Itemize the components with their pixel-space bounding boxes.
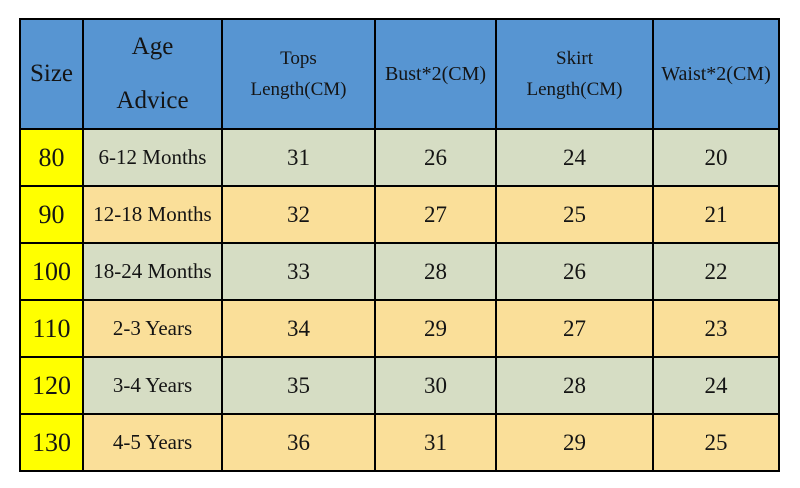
waist-cell: 25 — [652, 413, 780, 472]
table-header-row: Size Age Advice Tops Length(CM) Bust*2(C… — [19, 18, 780, 130]
waist-cell: 20 — [652, 128, 780, 187]
size-cell: 80 — [19, 128, 84, 187]
bust-cell: 26 — [374, 128, 497, 187]
header-cell-age-advice: Age Advice — [82, 18, 223, 130]
header-age-line1: Age — [131, 33, 174, 60]
header-cell-size: Size — [19, 18, 84, 130]
bust-cell: 27 — [374, 185, 497, 244]
waist-cell: 23 — [652, 299, 780, 358]
waist-cell: 21 — [652, 185, 780, 244]
age-cell: 18-24 Months — [82, 242, 223, 301]
table-row-size-100: 100 18-24 Months 33 28 26 22 — [19, 242, 780, 301]
header-cell-skirt-length: Skirt Length(CM) — [495, 18, 654, 130]
tops-length-cell: 36 — [221, 413, 376, 472]
header-cell-bust: Bust*2(CM) — [374, 18, 497, 130]
header-skirt-line2: Length(CM) — [526, 78, 623, 100]
table-row-size-90: 90 12-18 Months 32 27 25 21 — [19, 185, 780, 244]
age-cell: 2-3 Years — [82, 299, 223, 358]
table-row-size-110: 110 2-3 Years 34 29 27 23 — [19, 299, 780, 358]
size-cell: 110 — [19, 299, 84, 358]
bust-cell: 30 — [374, 356, 497, 415]
waist-cell: 22 — [652, 242, 780, 301]
age-cell: 4-5 Years — [82, 413, 223, 472]
skirt-length-cell: 24 — [495, 128, 654, 187]
skirt-length-cell: 29 — [495, 413, 654, 472]
table-row-size-120: 120 3-4 Years 35 30 28 24 — [19, 356, 780, 415]
bust-cell: 28 — [374, 242, 497, 301]
tops-length-cell: 31 — [221, 128, 376, 187]
tops-length-cell: 34 — [221, 299, 376, 358]
header-age-line2: Advice — [116, 87, 189, 114]
tops-length-cell: 33 — [221, 242, 376, 301]
skirt-length-cell: 27 — [495, 299, 654, 358]
size-cell: 120 — [19, 356, 84, 415]
header-cell-tops-length: Tops Length(CM) — [221, 18, 376, 130]
size-chart: Size Age Advice Tops Length(CM) Bust*2(C… — [19, 18, 780, 472]
age-cell: 3-4 Years — [82, 356, 223, 415]
skirt-length-cell: 28 — [495, 356, 654, 415]
header-skirt-line1: Skirt — [556, 47, 593, 69]
bust-cell: 29 — [374, 299, 497, 358]
header-tops-line2: Length(CM) — [250, 78, 347, 100]
age-cell: 6-12 Months — [82, 128, 223, 187]
header-cell-waist: Waist*2(CM) — [652, 18, 780, 130]
skirt-length-cell: 26 — [495, 242, 654, 301]
waist-cell: 24 — [652, 356, 780, 415]
bust-cell: 31 — [374, 413, 497, 472]
skirt-length-cell: 25 — [495, 185, 654, 244]
size-cell: 130 — [19, 413, 84, 472]
tops-length-cell: 32 — [221, 185, 376, 244]
size-chart-table: Size Age Advice Tops Length(CM) Bust*2(C… — [19, 18, 780, 472]
table-row-size-130: 130 4-5 Years 36 31 29 25 — [19, 413, 780, 472]
table-row-size-80: 80 6-12 Months 31 26 24 20 — [19, 128, 780, 187]
size-cell: 100 — [19, 242, 84, 301]
tops-length-cell: 35 — [221, 356, 376, 415]
age-cell: 12-18 Months — [82, 185, 223, 244]
size-cell: 90 — [19, 185, 84, 244]
header-tops-line1: Tops — [280, 47, 317, 69]
